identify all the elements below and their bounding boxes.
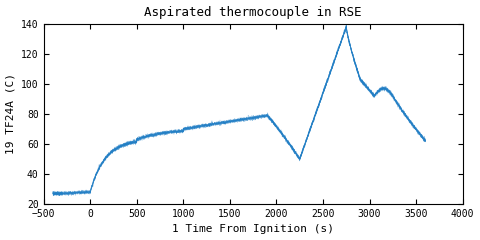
- X-axis label: 1 Time From Ignition (s): 1 Time From Ignition (s): [172, 224, 334, 234]
- Title: Aspirated thermocouple in RSE: Aspirated thermocouple in RSE: [144, 6, 362, 18]
- Y-axis label: 19 TF24A (C): 19 TF24A (C): [6, 73, 15, 155]
